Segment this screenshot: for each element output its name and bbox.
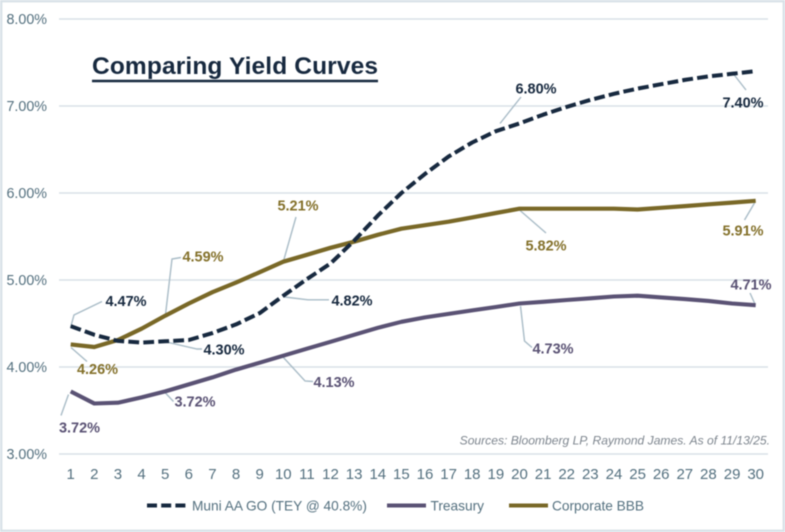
svg-text:30: 30 — [747, 466, 764, 483]
svg-text:27: 27 — [676, 466, 693, 483]
svg-text:20: 20 — [511, 466, 528, 483]
svg-text:25: 25 — [629, 466, 646, 483]
svg-text:9: 9 — [256, 466, 264, 483]
svg-text:24: 24 — [606, 466, 623, 483]
svg-text:22: 22 — [558, 466, 575, 483]
svg-text:29: 29 — [724, 466, 741, 483]
svg-text:4.26%: 4.26% — [77, 362, 118, 378]
svg-text:11: 11 — [299, 466, 315, 483]
svg-text:5.00%: 5.00% — [6, 273, 47, 289]
svg-text:Corporate BBB: Corporate BBB — [552, 499, 644, 514]
svg-text:3: 3 — [114, 466, 122, 483]
svg-text:4.71%: 4.71% — [730, 277, 771, 293]
svg-text:10: 10 — [275, 466, 292, 483]
svg-text:19: 19 — [488, 466, 505, 483]
svg-text:23: 23 — [582, 466, 599, 483]
svg-text:3.72%: 3.72% — [174, 394, 215, 410]
svg-text:5.21%: 5.21% — [277, 198, 318, 214]
svg-text:4.59%: 4.59% — [182, 249, 223, 265]
svg-text:12: 12 — [322, 466, 339, 483]
svg-text:26: 26 — [653, 466, 670, 483]
svg-text:21: 21 — [535, 466, 552, 483]
svg-text:14: 14 — [369, 466, 386, 483]
svg-text:7.40%: 7.40% — [722, 95, 763, 111]
svg-text:5.91%: 5.91% — [722, 223, 763, 239]
svg-text:5: 5 — [161, 466, 169, 483]
svg-text:4.82%: 4.82% — [331, 293, 372, 309]
svg-text:5.82%: 5.82% — [525, 238, 566, 254]
svg-text:3.72%: 3.72% — [59, 420, 100, 436]
svg-text:18: 18 — [464, 466, 481, 483]
svg-text:4.73%: 4.73% — [532, 341, 573, 357]
svg-text:Muni AA GO (TEY @ 40.8%): Muni AA GO (TEY @ 40.8%) — [192, 499, 367, 514]
svg-text:6.80%: 6.80% — [515, 81, 556, 97]
svg-text:4.00%: 4.00% — [6, 360, 47, 376]
svg-text:13: 13 — [346, 466, 363, 483]
svg-text:Sources: Bloomberg LP, Raymond: Sources: Bloomberg LP, Raymond James. As… — [460, 434, 770, 448]
svg-text:7.00%: 7.00% — [6, 99, 47, 115]
svg-text:6: 6 — [185, 466, 193, 483]
svg-text:16: 16 — [417, 466, 434, 483]
svg-text:7: 7 — [208, 466, 216, 483]
svg-text:4.13%: 4.13% — [313, 375, 354, 391]
svg-text:Treasury: Treasury — [431, 499, 485, 514]
svg-text:4: 4 — [137, 466, 145, 483]
svg-text:8.00%: 8.00% — [6, 12, 47, 28]
svg-text:2: 2 — [90, 466, 98, 483]
svg-text:8: 8 — [232, 466, 240, 483]
svg-text:15: 15 — [393, 466, 410, 483]
svg-text:1: 1 — [67, 466, 75, 483]
svg-text:4.30%: 4.30% — [203, 342, 244, 358]
svg-text:4.47%: 4.47% — [105, 294, 146, 310]
svg-text:Comparing Yield Curves: Comparing Yield Curves — [92, 53, 378, 80]
svg-text:28: 28 — [700, 466, 717, 483]
svg-text:3.00%: 3.00% — [6, 447, 47, 463]
svg-text:6.00%: 6.00% — [6, 186, 47, 202]
svg-text:17: 17 — [440, 466, 457, 483]
